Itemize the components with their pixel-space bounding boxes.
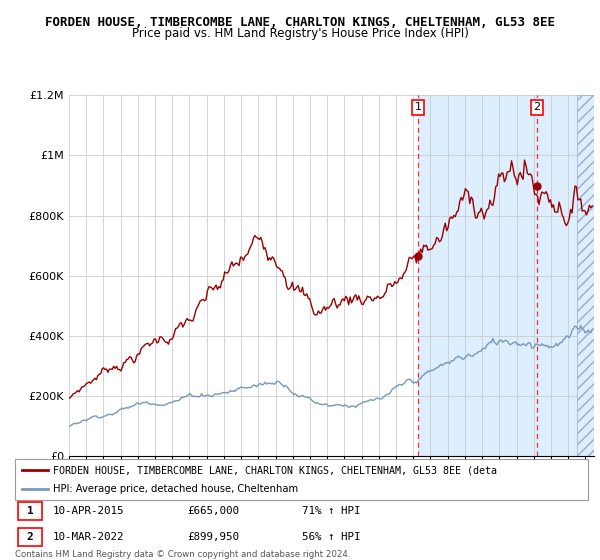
- Text: 56% ↑ HPI: 56% ↑ HPI: [302, 532, 360, 542]
- Bar: [577, 95, 594, 456]
- Text: 10-APR-2015: 10-APR-2015: [52, 506, 124, 516]
- Text: Contains HM Land Registry data © Crown copyright and database right 2024.
This d: Contains HM Land Registry data © Crown c…: [15, 550, 350, 560]
- Bar: [418, 95, 594, 456]
- Text: 1: 1: [415, 102, 421, 113]
- Text: 2: 2: [26, 532, 33, 542]
- Text: 1: 1: [26, 506, 33, 516]
- Text: FORDEN HOUSE, TIMBERCOMBE LANE, CHARLTON KINGS, CHELTENHAM, GL53 8EE: FORDEN HOUSE, TIMBERCOMBE LANE, CHARLTON…: [45, 16, 555, 29]
- Text: HPI: Average price, detached house, Cheltenham: HPI: Average price, detached house, Chel…: [53, 484, 298, 494]
- Text: 71% ↑ HPI: 71% ↑ HPI: [302, 506, 360, 516]
- Text: 2: 2: [533, 102, 541, 113]
- Text: £899,950: £899,950: [187, 532, 239, 542]
- Text: £665,000: £665,000: [187, 506, 239, 516]
- FancyBboxPatch shape: [18, 528, 42, 546]
- Text: Price paid vs. HM Land Registry's House Price Index (HPI): Price paid vs. HM Land Registry's House …: [131, 27, 469, 40]
- FancyBboxPatch shape: [18, 502, 42, 520]
- FancyBboxPatch shape: [15, 459, 588, 500]
- Text: 10-MAR-2022: 10-MAR-2022: [52, 532, 124, 542]
- Text: FORDEN HOUSE, TIMBERCOMBE LANE, CHARLTON KINGS, CHELTENHAM, GL53 8EE (deta: FORDEN HOUSE, TIMBERCOMBE LANE, CHARLTON…: [53, 465, 497, 475]
